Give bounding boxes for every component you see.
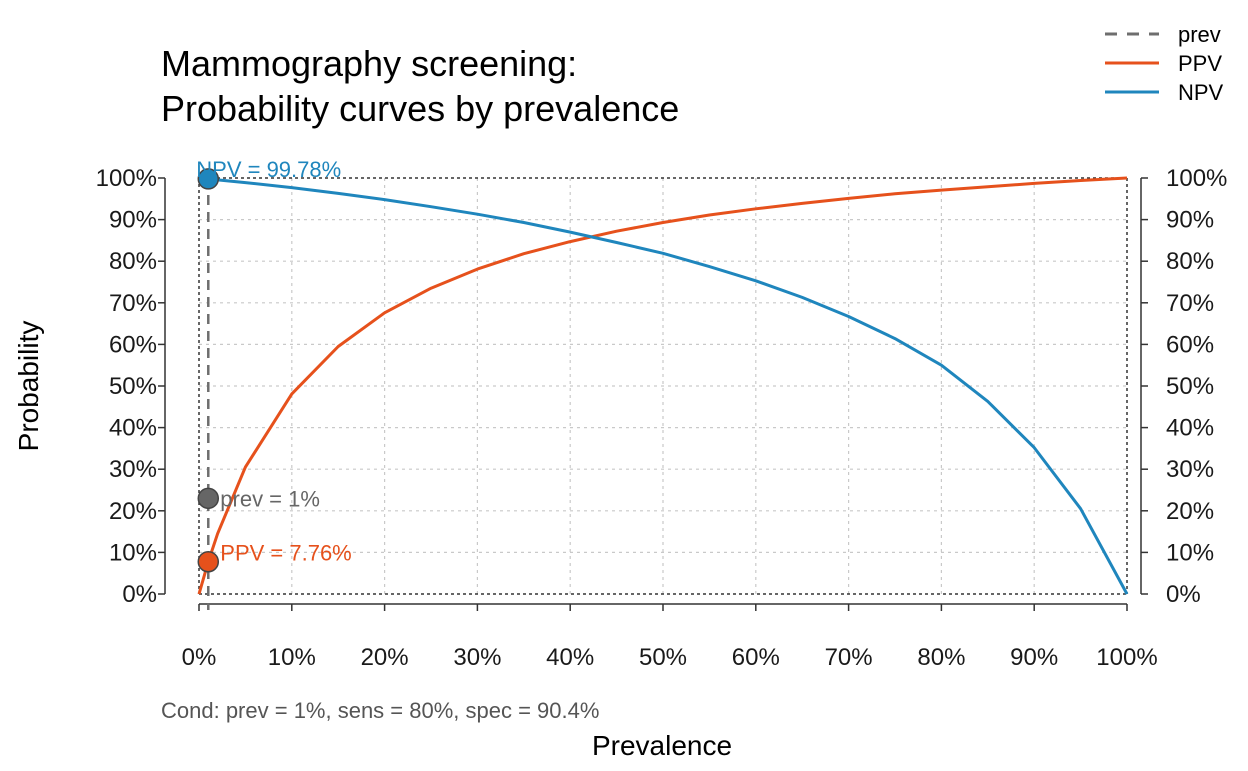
y-tick-label-left-90: 90% — [109, 207, 157, 234]
x-tick-label-50: 50% — [639, 644, 687, 671]
y-tick-label-left-60: 60% — [109, 331, 157, 358]
y-tick-label-right-10: 10% — [1166, 539, 1214, 566]
y-tick-label-left-20: 20% — [109, 498, 157, 525]
x-axis-label: Prevalence — [592, 730, 732, 761]
npv-marker — [197, 168, 220, 190]
plot-frame — [198, 177, 1128, 595]
y-tick-label-left-40: 40% — [109, 415, 157, 442]
y-tick-label-left-70: 70% — [109, 290, 157, 317]
prev-marker — [197, 487, 220, 510]
legend: prev PPV NPV — [1105, 22, 1224, 105]
npv-marker-label: NPV = 99.78% — [196, 157, 341, 182]
series-lines — [197, 176, 1129, 610]
y-axis-left: 0% 10% 20% 30% 40% 50% 60% 70% 80% 90% 100% — [96, 165, 166, 608]
ppv-marker-label: PPV = 7.76% — [220, 541, 351, 566]
prev-marker-label: prev = 1% — [220, 486, 320, 511]
x-tick-label-40: 40% — [546, 644, 594, 671]
x-tick-label-30: 30% — [453, 644, 501, 671]
condition-caption: Cond: prev = 1%, sens = 80%, spec = 90.4… — [161, 698, 599, 723]
y-tick-label-right-100: 100% — [1166, 165, 1227, 192]
y-tick-label-right-0: 0% — [1166, 581, 1201, 608]
legend-label-ppv: PPV — [1178, 51, 1222, 76]
npv-curve — [198, 176, 1129, 595]
x-tick-label-70: 70% — [825, 644, 873, 671]
y-tick-label-left-80: 80% — [109, 248, 157, 275]
y-tick-label-left-30: 30% — [109, 456, 157, 483]
x-axis: 0% 10% 20% 30% 40% 50% 60% 70% 80% 90% 100% — [182, 603, 1158, 671]
chart-title-line-2: Probability curves by prevalence — [161, 88, 679, 129]
ppv-marker — [197, 550, 220, 573]
x-tick-label-0: 0% — [182, 644, 217, 671]
x-tick-label-100: 100% — [1096, 644, 1157, 671]
y-tick-label-right-90: 90% — [1166, 207, 1214, 234]
x-tick-label-60: 60% — [732, 644, 780, 671]
y-tick-label-right-30: 30% — [1166, 456, 1214, 483]
legend-label-prev: prev — [1178, 22, 1221, 47]
y-tick-label-left-50: 50% — [109, 373, 157, 400]
y-tick-label-right-20: 20% — [1166, 498, 1214, 525]
x-tick-label-80: 80% — [917, 644, 965, 671]
legend-label-npv: NPV — [1178, 80, 1224, 105]
y-tick-label-right-70: 70% — [1166, 290, 1214, 317]
ppv-curve — [197, 176, 1128, 595]
x-tick-label-90: 90% — [1010, 644, 1058, 671]
y-tick-label-left-10: 10% — [109, 539, 157, 566]
chart-title-line-1: Mammography screening: — [161, 43, 577, 84]
grid-lines — [199, 178, 1127, 594]
y-axis-label: Probability — [13, 321, 44, 452]
x-tick-label-10: 10% — [268, 644, 316, 671]
y-axis-right: 0% 10% 20% 30% 40% 50% 60% 70% 80% 90% 100% — [1140, 165, 1227, 608]
y-tick-label-left-100: 100% — [96, 165, 157, 192]
y-tick-label-right-80: 80% — [1166, 248, 1214, 275]
x-tick-label-20: 20% — [361, 644, 409, 671]
y-tick-label-right-60: 60% — [1166, 331, 1214, 358]
y-tick-label-left-0: 0% — [122, 581, 157, 608]
markers: NPV = 99.78% prev = 1% PPV = 7.76% — [196, 157, 352, 573]
y-tick-label-right-50: 50% — [1166, 373, 1214, 400]
y-tick-label-right-40: 40% — [1166, 415, 1214, 442]
